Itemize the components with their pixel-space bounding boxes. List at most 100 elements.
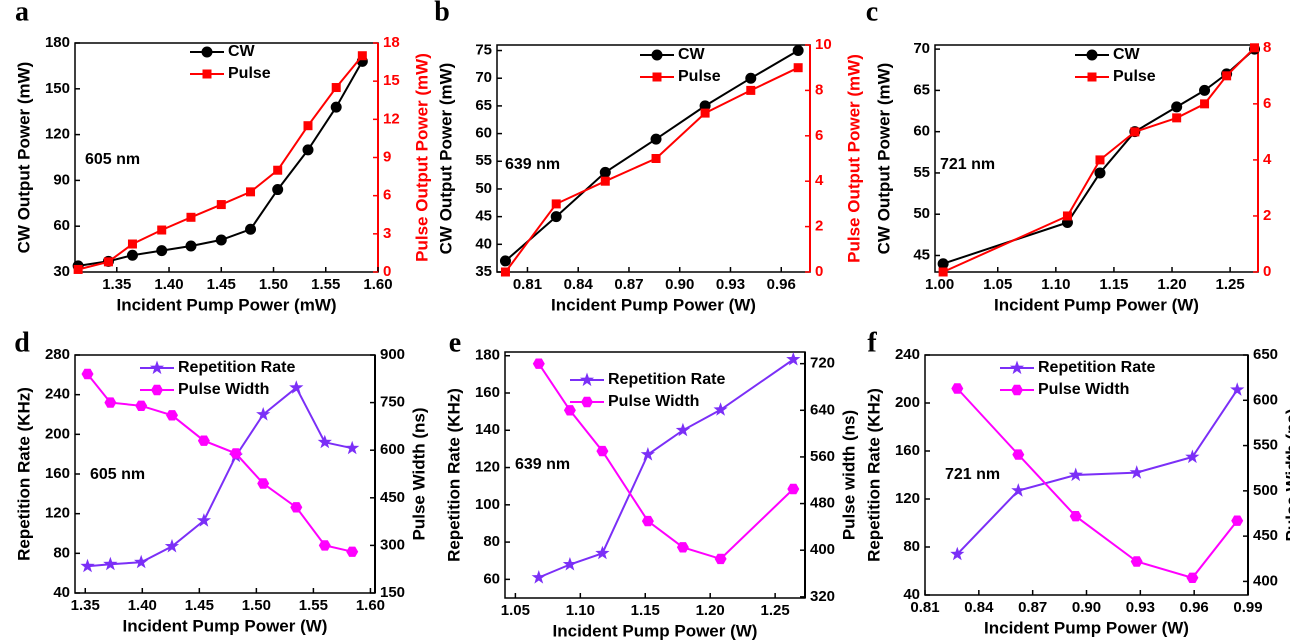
marker bbox=[330, 101, 342, 113]
y-tick-label: 240 bbox=[895, 346, 920, 363]
series-line bbox=[538, 358, 794, 579]
annotation: 639 nm bbox=[505, 156, 560, 173]
y2-tick-label: 10 bbox=[815, 36, 832, 53]
marker bbox=[599, 166, 611, 178]
y-tick-label: 280 bbox=[45, 346, 70, 363]
marker bbox=[499, 255, 511, 267]
x-axis-label: Incident Pump Power (W) bbox=[551, 295, 756, 314]
marker bbox=[1130, 127, 1140, 137]
marker bbox=[135, 400, 148, 411]
marker bbox=[1222, 71, 1232, 81]
marker bbox=[787, 483, 800, 495]
y-tick-label: 120 bbox=[475, 459, 500, 476]
marker bbox=[1185, 449, 1200, 464]
marker bbox=[256, 407, 271, 421]
y2-tick-label: 4 bbox=[815, 172, 824, 189]
marker bbox=[317, 434, 332, 449]
y2-tick-label: 400 bbox=[1253, 572, 1278, 589]
x-tick-label: 1.55 bbox=[311, 276, 340, 293]
legend-label: Pulse bbox=[228, 65, 271, 82]
x-tick-label: 0.99 bbox=[1233, 599, 1262, 616]
legend-marker bbox=[1009, 360, 1025, 375]
marker bbox=[596, 445, 609, 457]
marker bbox=[216, 200, 226, 210]
marker bbox=[1231, 515, 1244, 526]
legend-marker bbox=[651, 49, 663, 61]
marker bbox=[272, 184, 284, 196]
y-tick-label: 40 bbox=[53, 584, 70, 601]
legend-marker bbox=[579, 372, 595, 387]
marker bbox=[157, 225, 167, 235]
x-tick-label: 1.15 bbox=[631, 602, 660, 619]
marker bbox=[1095, 155, 1105, 165]
y2-tick-label: 150 bbox=[380, 584, 405, 601]
y2-tick-label: 8 bbox=[815, 81, 823, 98]
x-tick-label: 1.60 bbox=[356, 597, 385, 614]
x-tick-label: 0.87 bbox=[1018, 599, 1047, 616]
marker bbox=[1199, 84, 1211, 96]
marker bbox=[938, 267, 948, 277]
y2-tick-label: 12 bbox=[383, 110, 400, 127]
x-tick-label: 1.45 bbox=[207, 276, 236, 293]
marker bbox=[1129, 465, 1144, 479]
x-tick-label: 1.00 bbox=[925, 276, 954, 293]
marker bbox=[651, 154, 661, 163]
y2-tick-label: 600 bbox=[380, 441, 405, 458]
annotation: 639 nm bbox=[515, 456, 570, 473]
marker bbox=[1011, 483, 1026, 497]
y2-tick-label: 720 bbox=[810, 355, 835, 372]
x-tick-label: 1.40 bbox=[128, 597, 157, 614]
legend-marker bbox=[652, 72, 662, 82]
x-tick-label: 1.05 bbox=[501, 602, 530, 619]
marker bbox=[164, 538, 180, 553]
x-axis-label: Incident Pump Power (W) bbox=[994, 295, 1199, 314]
marker bbox=[357, 51, 367, 61]
x-tick-label: 1.50 bbox=[259, 276, 288, 293]
marker bbox=[127, 239, 137, 249]
x-tick-label: 0.87 bbox=[614, 276, 643, 293]
marker bbox=[595, 545, 610, 560]
y-tick-label: 80 bbox=[483, 533, 500, 550]
y-tick-label: 180 bbox=[45, 34, 70, 51]
marker bbox=[950, 546, 965, 561]
y-tick-label: 100 bbox=[475, 496, 500, 513]
marker bbox=[318, 540, 331, 551]
y-tick-label: 55 bbox=[913, 164, 930, 181]
y2-tick-label: 640 bbox=[810, 401, 835, 418]
y-tick-label: 140 bbox=[475, 421, 500, 438]
y2-tick-label: 600 bbox=[1253, 391, 1278, 408]
marker bbox=[197, 435, 210, 446]
y-tick-label: 240 bbox=[45, 386, 70, 403]
x-tick-label: 1.40 bbox=[154, 276, 183, 293]
annotation: 605 nm bbox=[85, 151, 140, 168]
marker bbox=[185, 240, 197, 252]
x-axis-label: Incident Pump Power (W) bbox=[553, 621, 758, 640]
y2-tick-label: 550 bbox=[1253, 437, 1278, 454]
marker bbox=[1068, 467, 1083, 482]
marker bbox=[196, 513, 211, 527]
y2-tick-label: 650 bbox=[1253, 346, 1278, 363]
x-tick-label: 0.81 bbox=[910, 599, 939, 616]
marker bbox=[532, 358, 545, 369]
marker bbox=[229, 448, 242, 459]
y2-tick-label: 6 bbox=[383, 187, 391, 204]
x-tick-label: 0.90 bbox=[1072, 599, 1101, 616]
marker bbox=[103, 556, 118, 571]
marker bbox=[531, 570, 546, 584]
x-axis-label: Incident Pump Power (W) bbox=[123, 616, 328, 635]
y-tick-label: 160 bbox=[475, 384, 500, 401]
y-tick-label: 60 bbox=[53, 217, 70, 234]
y-tick-label: 80 bbox=[53, 544, 70, 561]
series-line bbox=[942, 47, 1256, 273]
y2-axis-label: Pulse Output Power (mW) bbox=[844, 54, 863, 263]
marker bbox=[346, 546, 359, 557]
y2-tick-label: 0 bbox=[815, 263, 823, 280]
panel-label: c bbox=[866, 0, 878, 27]
marker bbox=[1250, 43, 1260, 53]
x-tick-label: 0.96 bbox=[767, 276, 796, 293]
x-axis-label: Incident Pump Power (mW) bbox=[116, 295, 336, 314]
y2-tick-label: 4 bbox=[1263, 151, 1272, 168]
marker bbox=[81, 368, 94, 380]
series-line bbox=[87, 386, 353, 568]
